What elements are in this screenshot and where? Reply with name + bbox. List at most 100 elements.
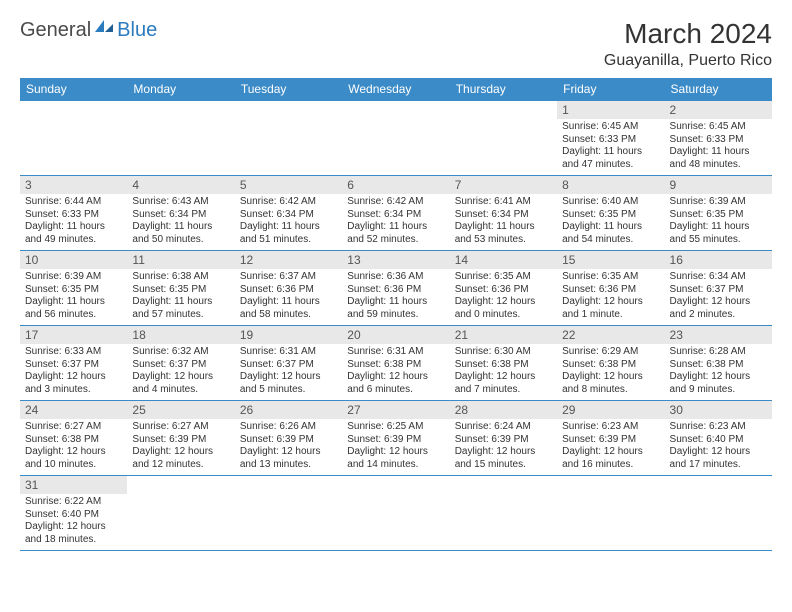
label: Sunset: <box>132 434 169 445</box>
value: 6:37 AM <box>279 271 316 282</box>
label: Sunset: <box>240 434 277 445</box>
day-number: 10 <box>20 251 127 269</box>
calendar-cell: 23Sunrise: 6:28 AMSunset: 6:38 PMDayligh… <box>665 326 772 401</box>
label: Daylight: <box>562 371 604 382</box>
header: General Blue March 2024 Guayanilla, Puer… <box>20 18 772 70</box>
day-number: 23 <box>665 326 772 344</box>
calendar-cell: 18Sunrise: 6:32 AMSunset: 6:37 PMDayligh… <box>127 326 234 401</box>
label: Sunrise: <box>132 421 171 432</box>
label: Sunset: <box>25 359 62 370</box>
weekday-header: Monday <box>127 78 234 101</box>
label: Daylight: <box>562 146 604 157</box>
label: Sunrise: <box>455 196 494 207</box>
label: Sunset: <box>562 209 599 220</box>
label: Sunrise: <box>240 346 279 357</box>
day-details: Sunrise: 6:31 AMSunset: 6:38 PMDaylight:… <box>342 344 449 400</box>
label: Daylight: <box>562 446 604 457</box>
calendar-cell <box>20 101 127 176</box>
day-details: Sunrise: 6:23 AMSunset: 6:40 PMDaylight:… <box>665 419 772 475</box>
day-number: 7 <box>450 176 557 194</box>
title-block: March 2024 Guayanilla, Puerto Rico <box>604 18 772 70</box>
label: Daylight: <box>562 221 604 232</box>
day-number: 11 <box>127 251 234 269</box>
calendar-cell: 22Sunrise: 6:29 AMSunset: 6:38 PMDayligh… <box>557 326 664 401</box>
day-details: Sunrise: 6:33 AMSunset: 6:37 PMDaylight:… <box>20 344 127 400</box>
calendar-cell: 11Sunrise: 6:38 AMSunset: 6:35 PMDayligh… <box>127 251 234 326</box>
label: Sunset: <box>347 434 384 445</box>
label: Sunset: <box>670 284 707 295</box>
day-number: 5 <box>235 176 342 194</box>
logo-text-general: General <box>20 19 91 42</box>
label: Daylight: <box>455 446 497 457</box>
day-details: Sunrise: 6:45 AMSunset: 6:33 PMDaylight:… <box>557 119 664 175</box>
value: 6:33 PM <box>599 134 636 145</box>
label: Daylight: <box>670 446 712 457</box>
day-number: 2 <box>665 101 772 119</box>
day-number: 16 <box>665 251 772 269</box>
calendar-cell <box>557 476 664 551</box>
calendar-cell <box>342 476 449 551</box>
label: Sunrise: <box>562 121 601 132</box>
label: Daylight: <box>347 221 389 232</box>
value: 6:33 AM <box>64 346 101 357</box>
calendar-head: SundayMondayTuesdayWednesdayThursdayFrid… <box>20 78 772 101</box>
label: Sunrise: <box>562 421 601 432</box>
label: Daylight: <box>347 371 389 382</box>
value: 6:25 AM <box>387 421 424 432</box>
calendar-cell: 27Sunrise: 6:25 AMSunset: 6:39 PMDayligh… <box>342 401 449 476</box>
value: 6:40 AM <box>602 196 639 207</box>
day-number: 13 <box>342 251 449 269</box>
value: 6:28 AM <box>709 346 746 357</box>
calendar-cell: 5Sunrise: 6:42 AMSunset: 6:34 PMDaylight… <box>235 176 342 251</box>
value: 6:45 AM <box>709 121 746 132</box>
label: Sunset: <box>670 134 707 145</box>
value: 6:34 PM <box>491 209 528 220</box>
value: 6:42 AM <box>279 196 316 207</box>
label: Sunset: <box>455 209 492 220</box>
label: Sunset: <box>132 359 169 370</box>
calendar-cell <box>235 101 342 176</box>
label: Sunrise: <box>25 421 64 432</box>
calendar-cell: 26Sunrise: 6:26 AMSunset: 6:39 PMDayligh… <box>235 401 342 476</box>
day-details: Sunrise: 6:22 AMSunset: 6:40 PMDaylight:… <box>20 494 127 550</box>
label: Sunrise: <box>132 196 171 207</box>
label: Daylight: <box>132 296 174 307</box>
label: Sunrise: <box>25 196 64 207</box>
calendar-cell: 8Sunrise: 6:40 AMSunset: 6:35 PMDaylight… <box>557 176 664 251</box>
day-details: Sunrise: 6:37 AMSunset: 6:36 PMDaylight:… <box>235 269 342 325</box>
value: 6:32 AM <box>172 346 209 357</box>
value: 6:39 PM <box>277 434 314 445</box>
value: 6:40 PM <box>62 509 99 520</box>
calendar-table: SundayMondayTuesdayWednesdayThursdayFrid… <box>20 78 772 551</box>
label: Sunrise: <box>240 421 279 432</box>
calendar-cell: 17Sunrise: 6:33 AMSunset: 6:37 PMDayligh… <box>20 326 127 401</box>
label: Daylight: <box>25 371 67 382</box>
value: 6:27 AM <box>64 421 101 432</box>
value: 6:27 AM <box>172 421 209 432</box>
day-number: 30 <box>665 401 772 419</box>
day-number: 17 <box>20 326 127 344</box>
day-details: Sunrise: 6:43 AMSunset: 6:34 PMDaylight:… <box>127 194 234 250</box>
day-number: 20 <box>342 326 449 344</box>
calendar-cell: 10Sunrise: 6:39 AMSunset: 6:35 PMDayligh… <box>20 251 127 326</box>
label: Sunset: <box>670 359 707 370</box>
value: 6:37 PM <box>62 359 99 370</box>
value: 6:44 AM <box>64 196 101 207</box>
label: Daylight: <box>670 296 712 307</box>
day-details: Sunrise: 6:42 AMSunset: 6:34 PMDaylight:… <box>235 194 342 250</box>
label: Sunrise: <box>670 121 709 132</box>
label: Sunset: <box>455 359 492 370</box>
value: 6:33 PM <box>62 209 99 220</box>
day-details: Sunrise: 6:41 AMSunset: 6:34 PMDaylight:… <box>450 194 557 250</box>
value: 6:23 AM <box>709 421 746 432</box>
label: Sunrise: <box>562 196 601 207</box>
day-details: Sunrise: 6:31 AMSunset: 6:37 PMDaylight:… <box>235 344 342 400</box>
label: Sunset: <box>347 284 384 295</box>
value: 6:34 PM <box>384 209 421 220</box>
calendar-cell: 31Sunrise: 6:22 AMSunset: 6:40 PMDayligh… <box>20 476 127 551</box>
calendar-body: 1Sunrise: 6:45 AMSunset: 6:33 PMDaylight… <box>20 101 772 551</box>
label: Sunset: <box>562 359 599 370</box>
value: 6:37 PM <box>169 359 206 370</box>
day-details: Sunrise: 6:39 AMSunset: 6:35 PMDaylight:… <box>20 269 127 325</box>
value: 6:36 PM <box>599 284 636 295</box>
